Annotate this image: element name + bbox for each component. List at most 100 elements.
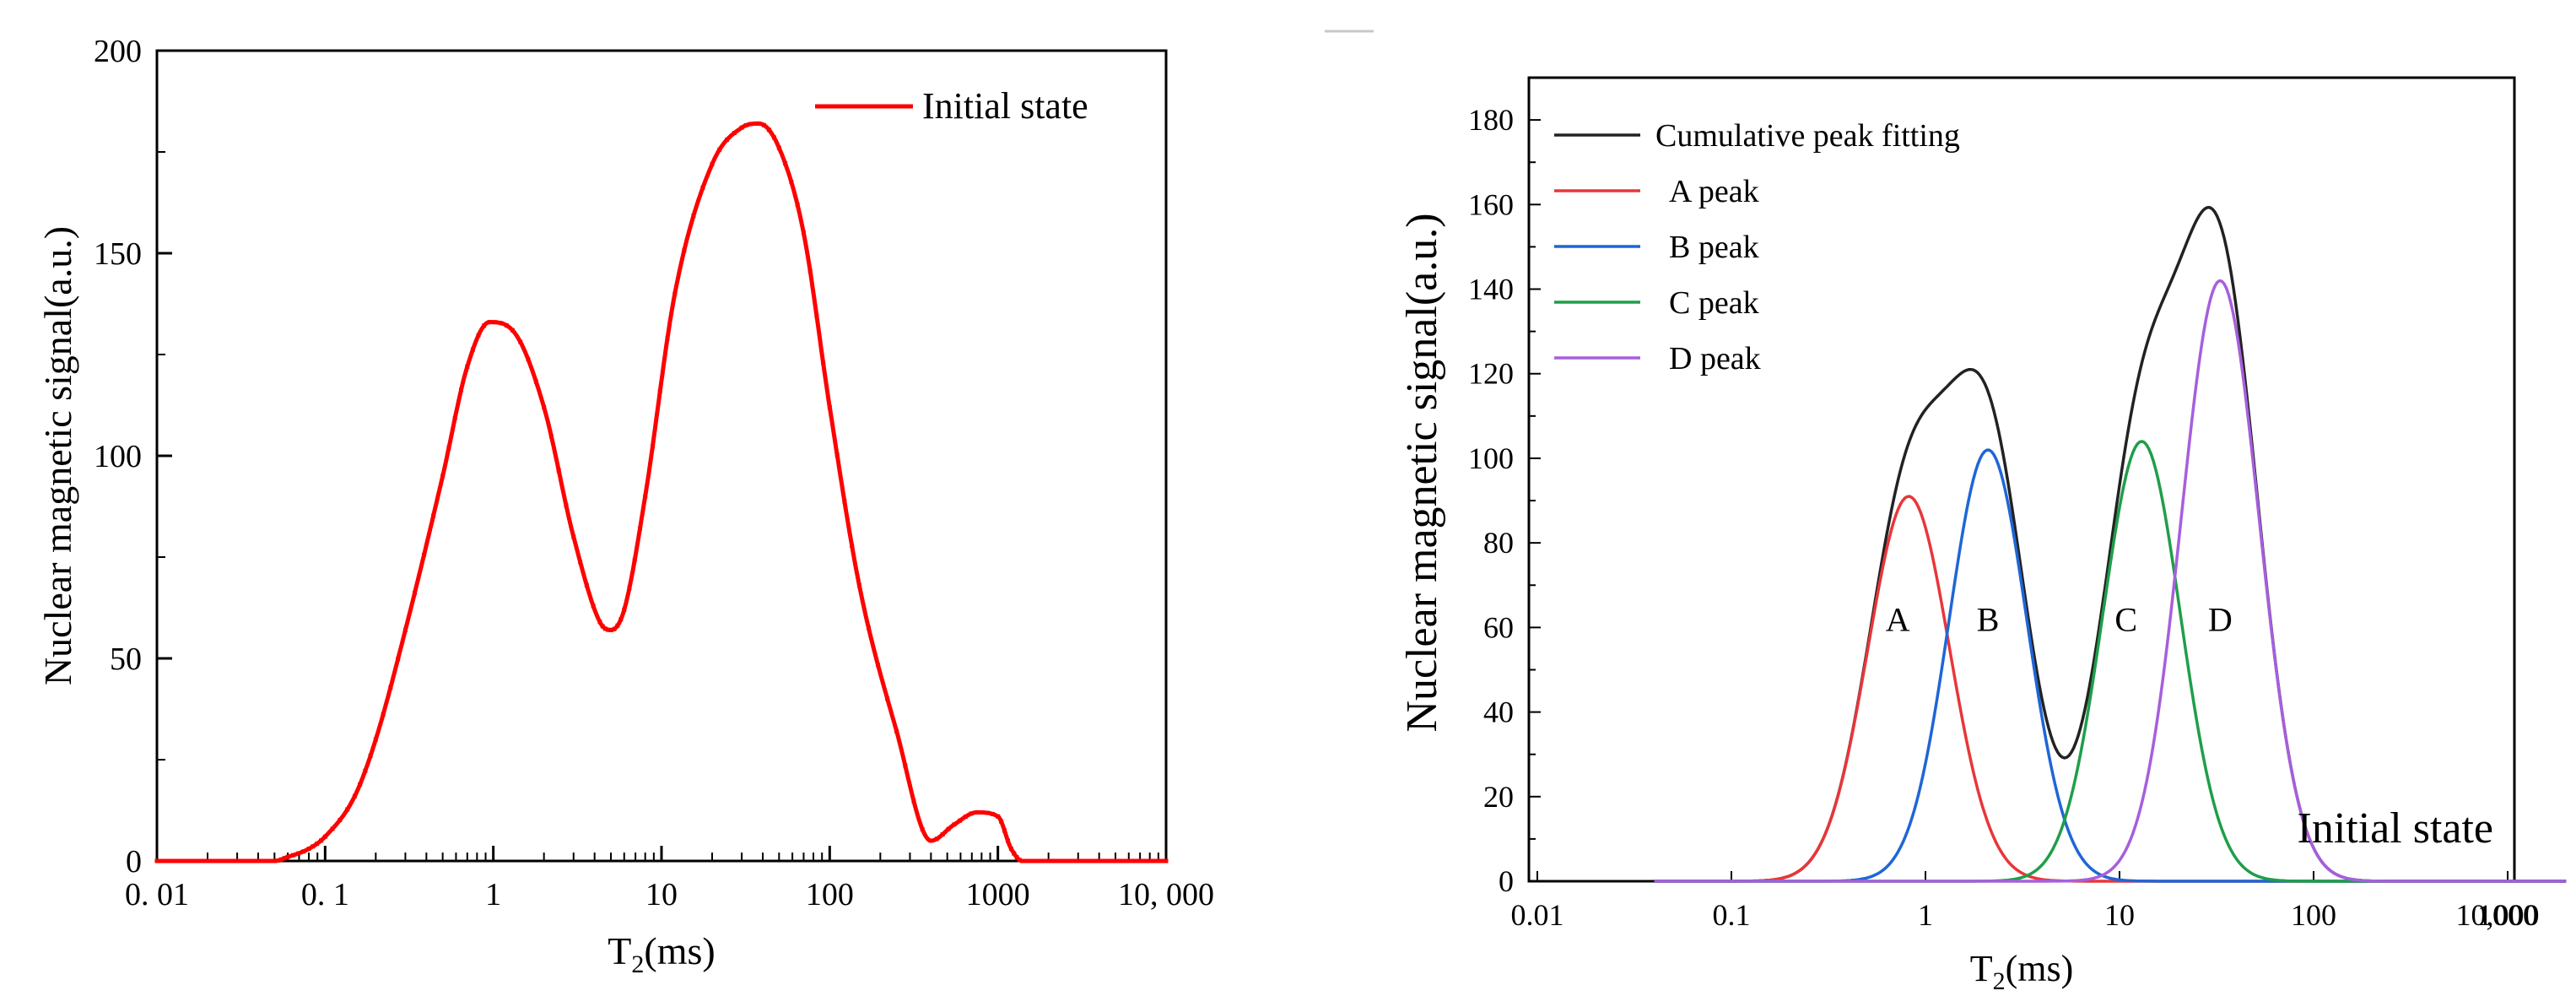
chart1-ticks: 0. 01 0. 1 1 10 100 1000 10, 000 0 50 100 150 200 bbox=[94, 34, 1214, 912]
chart2-series bbox=[1654, 205, 2567, 883]
series-marker bbox=[771, 135, 776, 140]
chart1-xlabel-unit: (ms) bbox=[644, 929, 715, 972]
chart2-y-tick-label: 80 bbox=[1483, 526, 1514, 560]
series-marker bbox=[1046, 858, 1051, 864]
series-marker bbox=[732, 131, 737, 136]
series-marker bbox=[789, 180, 794, 185]
series-marker bbox=[894, 728, 899, 734]
series-marker bbox=[542, 404, 547, 409]
series-marker bbox=[526, 357, 531, 362]
series-marker bbox=[717, 147, 722, 152]
series-marker bbox=[487, 320, 492, 325]
series-marker bbox=[600, 624, 605, 629]
series-marker bbox=[757, 121, 762, 126]
chart2-y-tick-label: 120 bbox=[1468, 357, 1514, 391]
series-marker bbox=[999, 819, 1004, 824]
series-marker bbox=[319, 838, 324, 843]
series-marker bbox=[311, 844, 316, 849]
series-marker bbox=[564, 503, 569, 508]
series-marker bbox=[402, 627, 408, 632]
series-marker bbox=[776, 145, 781, 150]
series-marker bbox=[739, 125, 744, 130]
chart2-y-tick-label: 180 bbox=[1468, 103, 1514, 137]
series-marker bbox=[285, 854, 290, 859]
series-marker bbox=[827, 404, 832, 409]
series-marker bbox=[963, 815, 968, 820]
series-marker bbox=[322, 834, 327, 839]
series-marker bbox=[946, 826, 951, 831]
series-marker bbox=[1164, 858, 1169, 864]
series-marker bbox=[627, 585, 632, 590]
series-marker bbox=[422, 552, 427, 557]
series-marker bbox=[272, 858, 277, 864]
chart-peak-fitting: 0.01 0.1 1 10 100 1000 0 20 40 60 80 100 120 140 160 18… bbox=[1398, 76, 2567, 995]
chart1-x-tick-label: 10 bbox=[645, 877, 678, 912]
series-marker bbox=[807, 268, 813, 273]
series-marker bbox=[213, 858, 219, 864]
series-marker bbox=[903, 763, 908, 768]
series-marker bbox=[315, 842, 320, 847]
series-marker bbox=[282, 856, 287, 861]
series-marker bbox=[748, 122, 753, 127]
series-marker bbox=[795, 203, 800, 208]
series-marker bbox=[637, 526, 642, 531]
series-line-cumulative-peak-fitting bbox=[1654, 205, 2567, 883]
series-marker bbox=[338, 817, 343, 822]
chart2-x-tick-label: 0.1 bbox=[1713, 898, 1751, 932]
series-marker bbox=[510, 328, 515, 333]
series-marker bbox=[296, 851, 301, 856]
chart1-y-tick-label: 0 bbox=[126, 844, 142, 880]
chart2-y-tick-label: 160 bbox=[1468, 187, 1514, 221]
legend-label-b-peak: B peak bbox=[1669, 230, 1759, 265]
chart1-xlabel: T2(ms) bbox=[608, 929, 715, 978]
chart2-y-tick-label: 100 bbox=[1468, 441, 1514, 475]
chart2-xlabel-sub: 2 bbox=[1993, 967, 2006, 995]
series-marker bbox=[184, 858, 189, 864]
series-marker bbox=[533, 379, 538, 384]
chart2-y-tick-label: 140 bbox=[1468, 273, 1514, 306]
series-marker bbox=[928, 838, 933, 843]
series-marker bbox=[275, 858, 280, 864]
chart2-extra-tick-label: 10,000 bbox=[2456, 898, 2540, 932]
series-marker bbox=[911, 799, 916, 804]
chart2-x-tick-label: 1 bbox=[1918, 898, 1933, 932]
series-marker bbox=[1040, 858, 1045, 864]
series-marker bbox=[446, 446, 451, 451]
series-marker bbox=[814, 313, 819, 318]
series-marker bbox=[591, 604, 596, 609]
series-marker bbox=[505, 323, 510, 328]
series-marker bbox=[665, 336, 670, 341]
series-marker bbox=[615, 623, 620, 628]
series-line-initial-state bbox=[157, 121, 1166, 864]
series-marker bbox=[465, 364, 470, 369]
series-marker bbox=[363, 768, 368, 773]
series-marker bbox=[650, 444, 655, 449]
series-marker bbox=[762, 122, 767, 127]
chart2-y-tick-label: 20 bbox=[1483, 780, 1514, 814]
series-marker bbox=[388, 685, 393, 690]
series-marker bbox=[373, 737, 378, 742]
series-marker bbox=[990, 811, 995, 816]
series-marker bbox=[571, 534, 576, 539]
series-marker bbox=[290, 853, 295, 858]
series-marker bbox=[412, 590, 417, 595]
series-marker bbox=[470, 347, 475, 352]
series-marker bbox=[842, 499, 847, 504]
series-marker bbox=[1020, 858, 1025, 864]
series-marker bbox=[866, 625, 871, 631]
legend-label-a-peak: A peak bbox=[1669, 174, 1759, 209]
series-marker bbox=[856, 583, 861, 588]
chart2-xlabel: T2(ms) bbox=[1970, 948, 2074, 995]
chart1-legend: Initial state bbox=[815, 85, 1088, 127]
series-marker bbox=[459, 387, 464, 393]
series-marker bbox=[1027, 858, 1032, 864]
series-marker bbox=[1076, 858, 1081, 864]
series-marker bbox=[330, 826, 335, 831]
chart1-ylabel: Nuclear magnetic signal(a.u.) bbox=[36, 226, 79, 685]
series-marker bbox=[1014, 855, 1019, 860]
series-marker bbox=[306, 847, 311, 852]
series-marker bbox=[940, 832, 945, 837]
series-marker bbox=[431, 513, 436, 518]
series-marker bbox=[885, 696, 890, 701]
